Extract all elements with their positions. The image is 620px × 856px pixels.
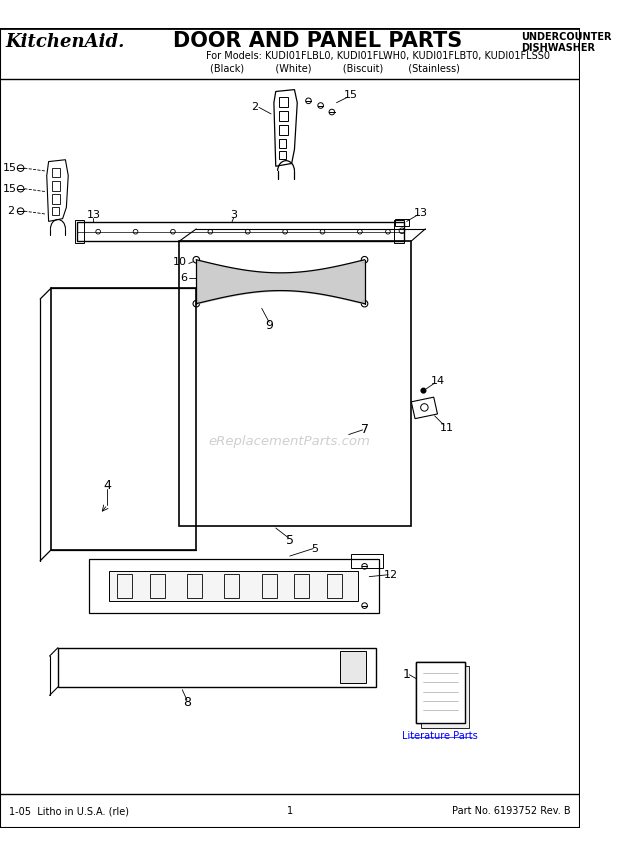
Polygon shape: [46, 160, 68, 222]
Text: 13: 13: [86, 210, 100, 220]
Text: 15: 15: [3, 184, 17, 193]
Bar: [280, 152, 286, 158]
Bar: [187, 574, 202, 598]
Text: 4: 4: [104, 479, 112, 492]
Bar: [224, 574, 239, 598]
Text: Part No. 6193752 Rev. B: Part No. 6193752 Rev. B: [451, 806, 570, 817]
Bar: [52, 168, 60, 177]
Text: 7: 7: [361, 424, 368, 437]
Bar: [340, 651, 366, 683]
Text: 15: 15: [343, 90, 358, 100]
Bar: [52, 207, 59, 215]
Bar: [77, 223, 404, 241]
Text: 9: 9: [265, 318, 273, 331]
Bar: [75, 221, 84, 243]
Bar: [327, 574, 342, 598]
Polygon shape: [274, 90, 297, 166]
Bar: [350, 554, 383, 568]
Bar: [179, 241, 411, 526]
Bar: [294, 574, 309, 598]
Text: 11: 11: [440, 423, 454, 433]
Bar: [394, 221, 404, 243]
Text: UNDERCOUNTER: UNDERCOUNTER: [521, 33, 611, 42]
Text: 1: 1: [286, 806, 293, 817]
Bar: [52, 181, 60, 191]
Bar: [280, 125, 288, 135]
Polygon shape: [109, 571, 358, 601]
Bar: [262, 574, 277, 598]
Bar: [280, 111, 288, 122]
Text: 14: 14: [430, 377, 445, 386]
Bar: [52, 194, 60, 204]
Bar: [117, 574, 132, 598]
Text: 1: 1: [402, 669, 410, 681]
Text: 8: 8: [183, 696, 191, 710]
Text: Literature Parts: Literature Parts: [402, 730, 478, 740]
Polygon shape: [89, 559, 379, 613]
Text: 1-05  Litho in U.S.A. (rle): 1-05 Litho in U.S.A. (rle): [9, 806, 130, 817]
Bar: [416, 662, 464, 723]
Text: 2: 2: [250, 103, 258, 112]
Bar: [420, 666, 469, 728]
Text: 10: 10: [173, 257, 187, 266]
Text: (Black)          (White)          (Biscuit)        (Stainless): (Black) (White) (Biscuit) (Stainless): [210, 63, 460, 73]
Bar: [280, 140, 286, 147]
Bar: [416, 662, 464, 723]
Circle shape: [421, 389, 426, 393]
Bar: [149, 574, 164, 598]
Text: For Models: KUDI01FLBL0, KUDI01FLWH0, KUDI01FLBT0, KUDI01FLSS0: For Models: KUDI01FLBL0, KUDI01FLWH0, KU…: [206, 51, 550, 61]
Text: DISHWASHER: DISHWASHER: [521, 44, 595, 53]
Text: 3: 3: [230, 210, 237, 220]
Bar: [51, 288, 197, 550]
Text: 2: 2: [7, 206, 14, 216]
Text: 12: 12: [384, 570, 398, 580]
Bar: [396, 218, 409, 226]
Bar: [280, 97, 288, 107]
Text: 5: 5: [286, 533, 294, 547]
Text: 13: 13: [414, 208, 428, 218]
Bar: [58, 648, 376, 687]
Polygon shape: [411, 397, 438, 419]
Text: KitchenAid.: KitchenAid.: [6, 33, 125, 51]
Text: 5: 5: [311, 544, 318, 554]
Text: DOOR AND PANEL PARTS: DOOR AND PANEL PARTS: [173, 31, 462, 51]
Text: 6: 6: [180, 273, 187, 283]
Text: eReplacementParts.com: eReplacementParts.com: [209, 435, 371, 448]
Text: 15: 15: [3, 163, 17, 173]
